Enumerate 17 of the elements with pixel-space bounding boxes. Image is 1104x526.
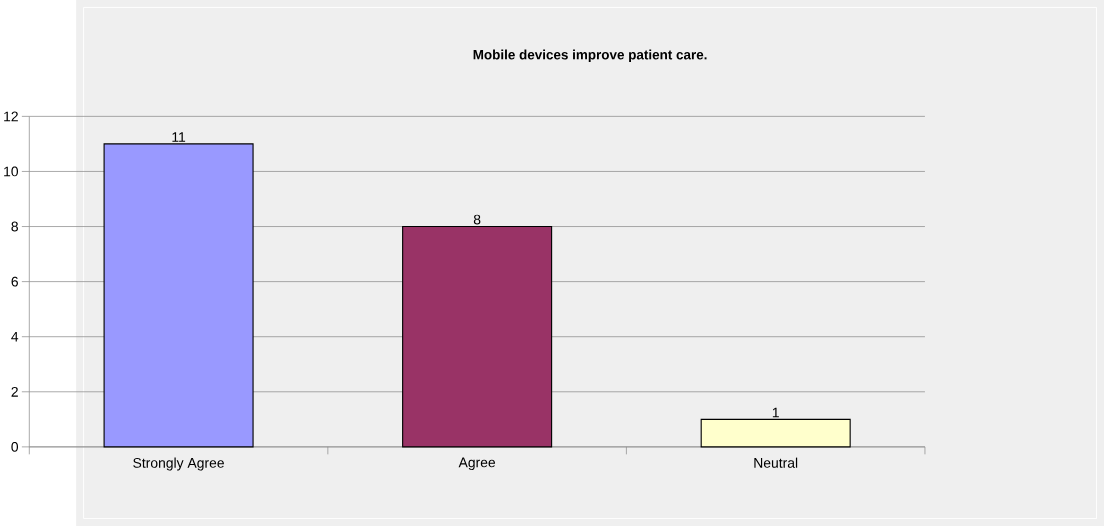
y-tick-label: 2 (11, 386, 18, 397)
bar (700, 418, 851, 448)
chart-title: Mobile devices improve patient care. (473, 49, 707, 63)
y-tick-label: 8 (11, 221, 18, 232)
x-tick-label: Agree (458, 457, 496, 471)
y-tick-label: 12 (4, 111, 18, 122)
data-label: 11 (172, 132, 186, 142)
data-label: 8 (473, 214, 481, 225)
data-label: 1 (772, 407, 779, 418)
bar (103, 143, 254, 448)
y-tick-label: 4 (11, 331, 19, 342)
y-tick-label: 10 (4, 166, 19, 177)
y-tick-label: 6 (11, 276, 18, 287)
bar (402, 225, 553, 448)
y-tick-label: 0 (11, 441, 19, 452)
x-tick-label: Strongly Agree (133, 457, 224, 471)
x-tick-label: Neutral (754, 457, 798, 468)
